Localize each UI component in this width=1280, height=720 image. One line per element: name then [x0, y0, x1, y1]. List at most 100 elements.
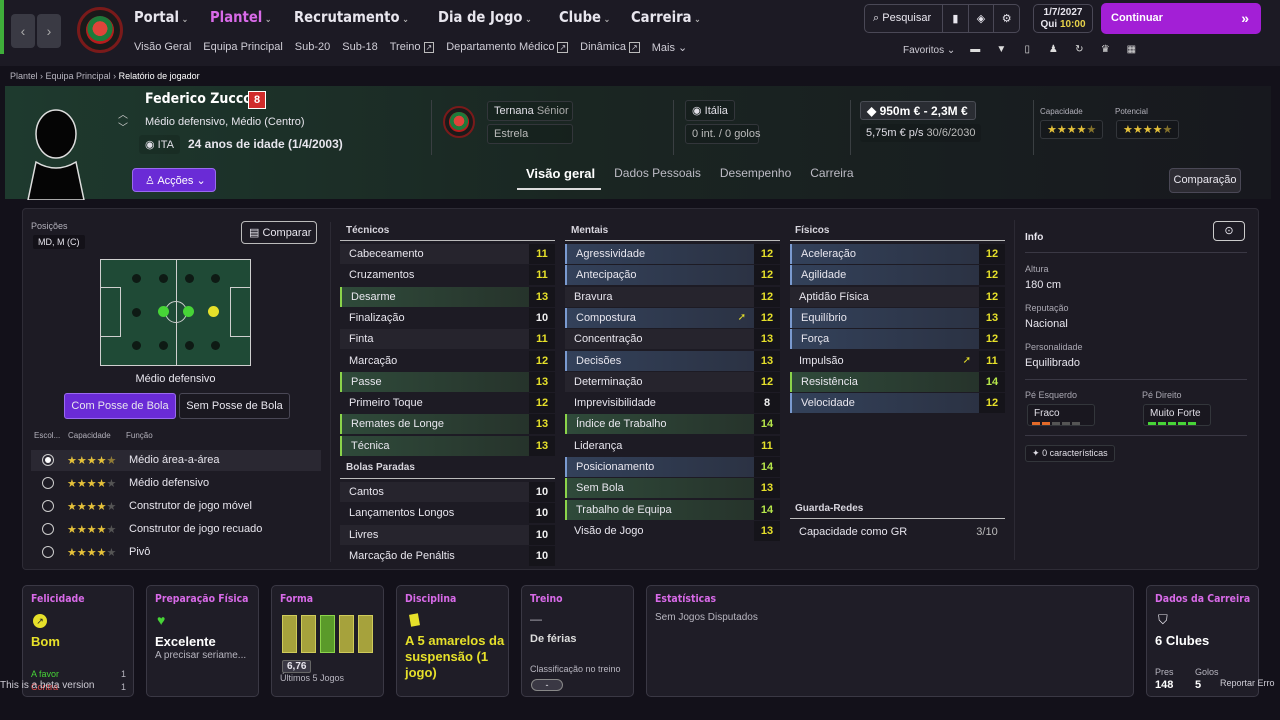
attribute-row[interactable]: Trabalho de Equipa 14 — [565, 499, 780, 520]
attribute-row[interactable]: Índice de Trabalho 14 — [565, 414, 780, 435]
attribute-row[interactable]: Resistência 14 — [790, 371, 1005, 392]
role-radio[interactable] — [42, 454, 54, 466]
attribute-row[interactable]: Marcação 12 — [340, 350, 555, 371]
nav-portal[interactable]: Portal ⌄ — [134, 8, 189, 26]
nav-dia-de-jogo[interactable]: Dia de Jogo ⌄ — [438, 8, 532, 26]
attribute-row[interactable]: Bravura 12 — [565, 286, 780, 307]
attribute-row[interactable]: Concentração 13 — [565, 329, 780, 350]
nav-recrutamento[interactable]: Recrutamento ⌄ — [293, 8, 409, 26]
calendar-icon[interactable]: ▦ — [1126, 44, 1137, 55]
game-date[interactable]: 1/7/2027 Qui 10:00 — [1033, 4, 1093, 33]
attribute-row[interactable]: Agilidade 12 — [790, 265, 1005, 286]
report-bug-link[interactable]: Reportar Erro — [1220, 678, 1275, 688]
attribute-row[interactable]: Cabeceamento 11 — [340, 244, 555, 264]
clipboard-icon[interactable]: ▯ — [1024, 44, 1031, 55]
tactics-icon[interactable]: ♟ — [1048, 44, 1058, 55]
stats-card[interactable]: Estatísticas Sem Jogos Disputados — [646, 585, 1134, 697]
attribute-row[interactable]: Antecipação 12 — [565, 265, 780, 286]
nav-plantel[interactable]: Plantel ⌄ — [209, 8, 272, 26]
attribute-row[interactable]: Imprevisibilidade 8 — [565, 393, 780, 414]
club-tag[interactable]: Ternana Sénior — [487, 101, 573, 121]
subnav-dinamica[interactable]: Dinâmica ↗ — [580, 41, 640, 53]
subnav-sub18[interactable]: Sub-18 — [342, 41, 378, 53]
trophy-icon[interactable]: ♛ — [1100, 44, 1110, 55]
nav-clube[interactable]: Clube ⌄ — [558, 8, 611, 26]
shirt-icon[interactable]: ▼ — [996, 44, 1007, 55]
attribute-row[interactable]: Primeiro Toque 12 — [340, 393, 555, 414]
attribute-row[interactable]: Visão de Jogo 13 — [565, 520, 780, 541]
attribute-row[interactable]: Cantos 10 — [340, 482, 555, 502]
attribute-row[interactable]: Sem Bola 13 — [565, 478, 780, 499]
player-prev-next[interactable]: ︿ ﹀ — [118, 110, 128, 134]
attribute-row[interactable]: Finta 11 — [340, 329, 555, 350]
club-crest[interactable] — [77, 7, 123, 53]
without-ball-button[interactable]: Sem Posse de Bola — [179, 393, 290, 419]
fitness-card[interactable]: Preparação Física ♥ Excelente A precisar… — [146, 585, 259, 697]
attribute-row[interactable]: Agressividade 12 — [565, 244, 780, 264]
training-card[interactable]: Treino — De férias Classificação no trei… — [521, 585, 634, 697]
tab-desempenho[interactable]: Desempenho — [719, 166, 792, 180]
bookmark-icon[interactable]: ▮ — [942, 5, 968, 32]
role-row[interactable]: ★★★★★ Construtor de jogo móvel — [31, 496, 321, 517]
attribute-row[interactable]: Impulsão ➚ 11 — [790, 350, 1005, 371]
traits-button[interactable]: ✦ 0 características — [1025, 445, 1115, 462]
role-radio[interactable] — [42, 477, 54, 489]
attribute-row[interactable]: Posicionamento 14 — [565, 457, 780, 477]
role-radio[interactable] — [42, 500, 54, 512]
attribute-row[interactable]: Lançamentos Longos 10 — [340, 503, 555, 524]
attribute-row[interactable]: Finalização 10 — [340, 307, 555, 328]
gear-icon[interactable]: ⚙ — [993, 5, 1019, 32]
breadcrumb-equipa[interactable]: Equipa Principal — [45, 71, 111, 81]
nav-carreira[interactable]: Carreira ⌄ — [631, 8, 701, 26]
forward-arrow-icon[interactable]: › — [37, 14, 61, 48]
with-ball-button[interactable]: Com Posse de Bola — [64, 393, 176, 419]
compare-button[interactable]: ▤ Comparar — [241, 221, 317, 244]
tab-dados-pessoais[interactable]: Dados Pessoais — [614, 166, 701, 180]
role-radio[interactable] — [42, 523, 54, 535]
attribute-row[interactable]: Marcação de Penáltis 10 — [340, 545, 555, 566]
role-row[interactable]: ★★★★★ Médio defensivo — [31, 473, 321, 494]
continue-button[interactable]: Continuar » — [1101, 3, 1261, 34]
value-tag[interactable]: ◆ 950m € - 2,3M € — [860, 101, 976, 120]
attribute-row[interactable]: Liderança 11 — [565, 435, 780, 456]
attribute-row[interactable]: Passe 13 — [340, 371, 555, 392]
chat-icon[interactable]: ▬ — [970, 44, 981, 55]
back-arrow-icon[interactable]: ‹ — [11, 14, 35, 48]
nation-tag[interactable]: ◉ ITA — [139, 135, 180, 154]
subnav-treino[interactable]: Treino ↗ — [389, 41, 435, 53]
attribute-row[interactable]: Cruzamentos 11 — [340, 265, 555, 286]
attribute-row[interactable]: Desarme 13 — [340, 286, 555, 307]
attribute-row[interactable]: Técnica 13 — [340, 435, 555, 456]
attribute-row[interactable]: Decisões 13 — [565, 350, 780, 371]
subnav-mais[interactable]: Mais ⌄ — [651, 42, 688, 54]
attribute-row[interactable]: Aceleração 12 — [790, 244, 1005, 264]
player-club-crest[interactable] — [443, 106, 475, 138]
comparison-button[interactable]: Comparação — [1169, 168, 1241, 193]
nationality-tag[interactable]: ◉ Itália — [685, 100, 735, 121]
refresh-icon[interactable]: ↻ — [1075, 44, 1084, 55]
attribute-row[interactable]: Remates de Longe 13 — [340, 414, 555, 435]
role-row[interactable]: ★★★★★ Construtor de jogo recuado — [31, 519, 321, 540]
subnav-sub20[interactable]: Sub-20 — [294, 41, 331, 53]
attribute-row[interactable]: Determinação 12 — [565, 371, 780, 392]
attribute-row[interactable]: Compostura ➚ 12 — [565, 307, 780, 328]
subnav-visao-geral[interactable]: Visão Geral — [134, 41, 192, 53]
favorites-dropdown[interactable]: Favoritos ⌄ — [903, 44, 956, 56]
search-button[interactable]: ⌕ Pesquisar — [865, 12, 942, 25]
discipline-card[interactable]: Disciplina A 5 amarelos da suspensão (1 … — [396, 585, 509, 697]
subnav-departamento-medico[interactable]: Departamento Médico ↗ — [446, 41, 569, 53]
actions-button[interactable]: ♙ Acções ⌄ — [132, 168, 216, 192]
attribute-row[interactable]: Força 12 — [790, 329, 1005, 350]
tab-carreira[interactable]: Carreira — [810, 166, 854, 180]
role-row[interactable]: ★★★★★ Pivô — [31, 542, 321, 563]
reveal-icon[interactable]: ⊙ — [1213, 221, 1245, 241]
attribute-row[interactable]: Velocidade 12 — [790, 393, 1005, 414]
role-row[interactable]: ★★★★★ Médio área-a-área — [31, 450, 321, 471]
crest-shortcut-icon[interactable]: ◈ — [967, 5, 994, 32]
role-radio[interactable] — [42, 546, 54, 558]
breadcrumb-plantel[interactable]: Plantel — [10, 71, 38, 81]
attribute-row[interactable]: Aptidão Física 12 — [790, 286, 1005, 307]
subnav-equipa-principal[interactable]: Equipa Principal — [203, 41, 283, 53]
tab-visao-geral[interactable]: Visão geral — [526, 166, 596, 181]
attribute-row[interactable]: Livres 10 — [340, 524, 555, 545]
